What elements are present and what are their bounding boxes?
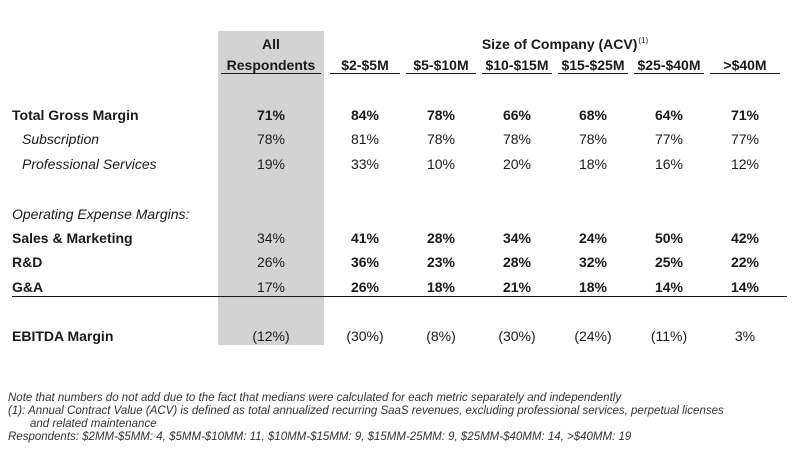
size-of-company-footnote-marker: (1) (638, 36, 649, 45)
cell-sales-marketing-25-40m: 50% (654, 230, 684, 246)
cell-ebitda-margin-10-15m: (30%) (498, 328, 536, 344)
footnote-medians: Note that numbers do not add due to the … (8, 392, 622, 404)
footnote-acv-definition: (1): Annual Contract Value (ACV) is defi… (8, 405, 724, 417)
column-header-underline (558, 73, 628, 74)
cell-subscription-10-15m: 78% (502, 131, 532, 147)
column-header-5-10m: $5-$10M (413, 57, 469, 73)
cell-r-and-d-10-15m: 28% (502, 254, 532, 270)
column-header-underline (482, 73, 552, 74)
cell-total-gross-margin-10-15m: 66% (502, 107, 532, 123)
cell-g-and-a-over-40m: 14% (730, 279, 760, 295)
cell-r-and-d-over-40m: 22% (730, 254, 760, 270)
cell-subscription-5-10m: 78% (426, 131, 456, 147)
header-all-line1: All (262, 36, 280, 52)
cell-g-and-a-10-15m: 21% (502, 279, 532, 295)
row-label-sales-marketing: Sales & Marketing (12, 230, 133, 246)
ebitda-divider-line (12, 296, 787, 297)
cell-ebitda-margin-over-40m: 3% (734, 328, 756, 344)
column-header-10-15m: $10-$15M (485, 57, 549, 73)
cell-subscription-25-40m: 77% (654, 131, 684, 147)
cell-total-gross-margin-25-40m: 64% (654, 107, 684, 123)
column-header-underline (710, 73, 780, 74)
row-label-ebitda-margin: EBITDA Margin (12, 328, 114, 344)
cell-sales-marketing-over-40m: 42% (730, 230, 760, 246)
column-header-2-5m: $2-$5M (341, 57, 389, 73)
cell-professional-services-over-40m: 12% (730, 156, 760, 172)
cell-subscription-2-5m: 81% (350, 131, 380, 147)
column-header-underline (634, 73, 704, 74)
row-label-r-and-d: R&D (12, 254, 43, 270)
cell-ebitda-margin-2-5m: (30%) (346, 328, 384, 344)
cell-g-and-a-15-25m: 18% (578, 279, 608, 295)
cell-professional-services-10-15m: 20% (502, 156, 532, 172)
cell-professional-services-all: 19% (256, 156, 286, 172)
cell-professional-services-5-10m: 10% (426, 156, 456, 172)
column-header-25-40m: $25-$40M (637, 57, 701, 73)
row-label-professional-services: Professional Services (22, 156, 157, 172)
column-header-over-40m: >$40M (723, 57, 767, 73)
cell-sales-marketing-all: 34% (256, 230, 286, 246)
row-label-operating-expense-margins: Operating Expense Margins: (12, 206, 190, 222)
cell-sales-marketing-2-5m: 41% (350, 230, 380, 246)
cell-subscription-over-40m: 77% (730, 131, 760, 147)
cell-subscription-all: 78% (256, 131, 286, 147)
column-header-underline (330, 73, 400, 74)
cell-total-gross-margin-over-40m: 71% (730, 107, 760, 123)
cell-total-gross-margin-5-10m: 78% (426, 107, 456, 123)
cell-r-and-d-15-25m: 32% (578, 254, 608, 270)
cell-ebitda-margin-all: (12%) (252, 328, 290, 344)
cell-ebitda-margin-15-25m: (24%) (574, 328, 612, 344)
footnotes: Note that numbers do not add due to the … (8, 392, 798, 444)
all-respondents-column-shading (218, 31, 324, 345)
row-label-total-gross-margin: Total Gross Margin (12, 107, 139, 123)
cell-sales-marketing-10-15m: 34% (502, 230, 532, 246)
header-all-underline (221, 73, 321, 74)
cell-sales-marketing-5-10m: 28% (426, 230, 456, 246)
footnote-respondents: Respondents: $2MM-$5MM: 4, $5MM-$10MM: 1… (8, 431, 632, 443)
cell-r-and-d-5-10m: 23% (426, 254, 456, 270)
cell-professional-services-25-40m: 16% (654, 156, 684, 172)
cell-r-and-d-all: 26% (256, 254, 286, 270)
cell-sales-marketing-15-25m: 24% (578, 230, 608, 246)
cell-r-and-d-2-5m: 36% (350, 254, 380, 270)
cell-g-and-a-all: 17% (256, 279, 286, 295)
row-label-subscription: Subscription (22, 131, 100, 147)
size-of-company-title-text: Size of Company (ACV) (481, 36, 638, 52)
cell-professional-services-2-5m: 33% (350, 156, 380, 172)
header-all-line2: Respondents (226, 57, 316, 73)
cell-g-and-a-25-40m: 14% (654, 279, 684, 295)
cell-ebitda-margin-5-10m: (8%) (426, 328, 456, 344)
footnote-acv-definition-continued: and related maintenance (30, 418, 157, 430)
cell-total-gross-margin-2-5m: 84% (350, 107, 380, 123)
cell-ebitda-margin-25-40m: (11%) (650, 328, 688, 344)
column-header-15-25m: $15-$25M (561, 57, 625, 73)
cell-professional-services-15-25m: 18% (578, 156, 608, 172)
cell-g-and-a-5-10m: 18% (426, 279, 456, 295)
row-label-g-and-a: G&A (12, 279, 44, 295)
size-of-company-title: Size of Company (ACV)(1) (330, 36, 800, 52)
column-header-underline (406, 73, 476, 74)
cell-g-and-a-2-5m: 26% (350, 279, 380, 295)
cell-total-gross-margin-15-25m: 68% (578, 107, 608, 123)
cell-r-and-d-25-40m: 25% (654, 254, 684, 270)
cell-total-gross-margin-all: 71% (256, 107, 286, 123)
cell-subscription-15-25m: 78% (578, 131, 608, 147)
